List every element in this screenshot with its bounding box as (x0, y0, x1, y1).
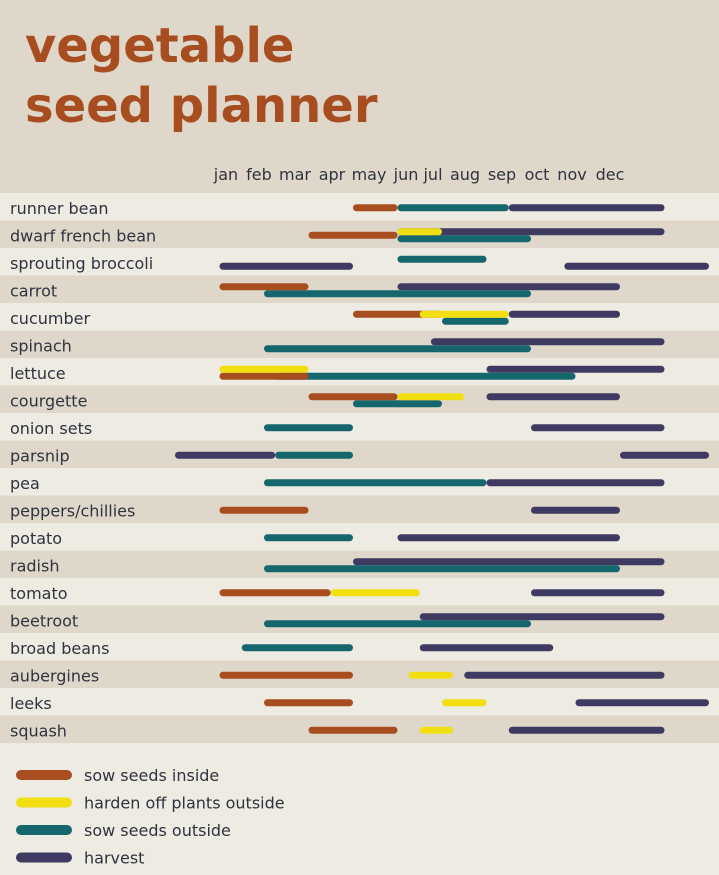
row-label: dwarf french bean (10, 226, 156, 245)
row-label: courgette (10, 391, 87, 410)
row-stripe (0, 633, 719, 661)
month-label-mar: mar (279, 165, 311, 184)
month-label-aug: aug (450, 165, 480, 184)
row-label: tomato (10, 584, 68, 603)
month-label-jun: jun (393, 165, 419, 184)
row-label: radish (10, 556, 59, 575)
row-label: cucumber (10, 309, 90, 328)
month-label-oct: oct (525, 165, 550, 184)
month-label-dec: dec (596, 165, 625, 184)
month-label-sep: sep (488, 165, 516, 184)
row-stripe (0, 440, 719, 468)
row-label: lettuce (10, 364, 66, 383)
row-label: aubergines (10, 666, 99, 685)
month-label-apr: apr (319, 165, 346, 184)
row-label: leeks (10, 694, 52, 713)
legend-label: harvest (84, 849, 144, 868)
row-label: squash (10, 721, 67, 740)
legend-background (0, 743, 719, 875)
month-label-feb: feb (246, 165, 272, 184)
month-label-may: may (352, 165, 387, 184)
row-label: peppers/chillies (10, 501, 135, 520)
row-label: runner bean (10, 199, 108, 218)
row-label: parsnip (10, 446, 70, 465)
row-label: broad beans (10, 639, 110, 658)
row-label: potato (10, 529, 62, 548)
row-label: onion sets (10, 419, 92, 438)
month-label-jan: jan (213, 165, 238, 184)
chart-title-line-1: vegetable (25, 18, 294, 74)
chart-title-line-2: seed planner (25, 78, 378, 134)
legend-label: sow seeds inside (84, 766, 219, 785)
row-label: sprouting broccoli (10, 254, 153, 273)
row-label: carrot (10, 281, 57, 300)
month-label-jul: jul (422, 165, 442, 184)
row-label: spinach (10, 336, 72, 355)
row-stripe (0, 248, 719, 276)
row-label: beetroot (10, 611, 78, 630)
legend-label: sow seeds outside (84, 821, 231, 840)
month-label-nov: nov (557, 165, 586, 184)
legend-label: harden off plants outside (84, 794, 285, 813)
row-label: pea (10, 474, 40, 493)
